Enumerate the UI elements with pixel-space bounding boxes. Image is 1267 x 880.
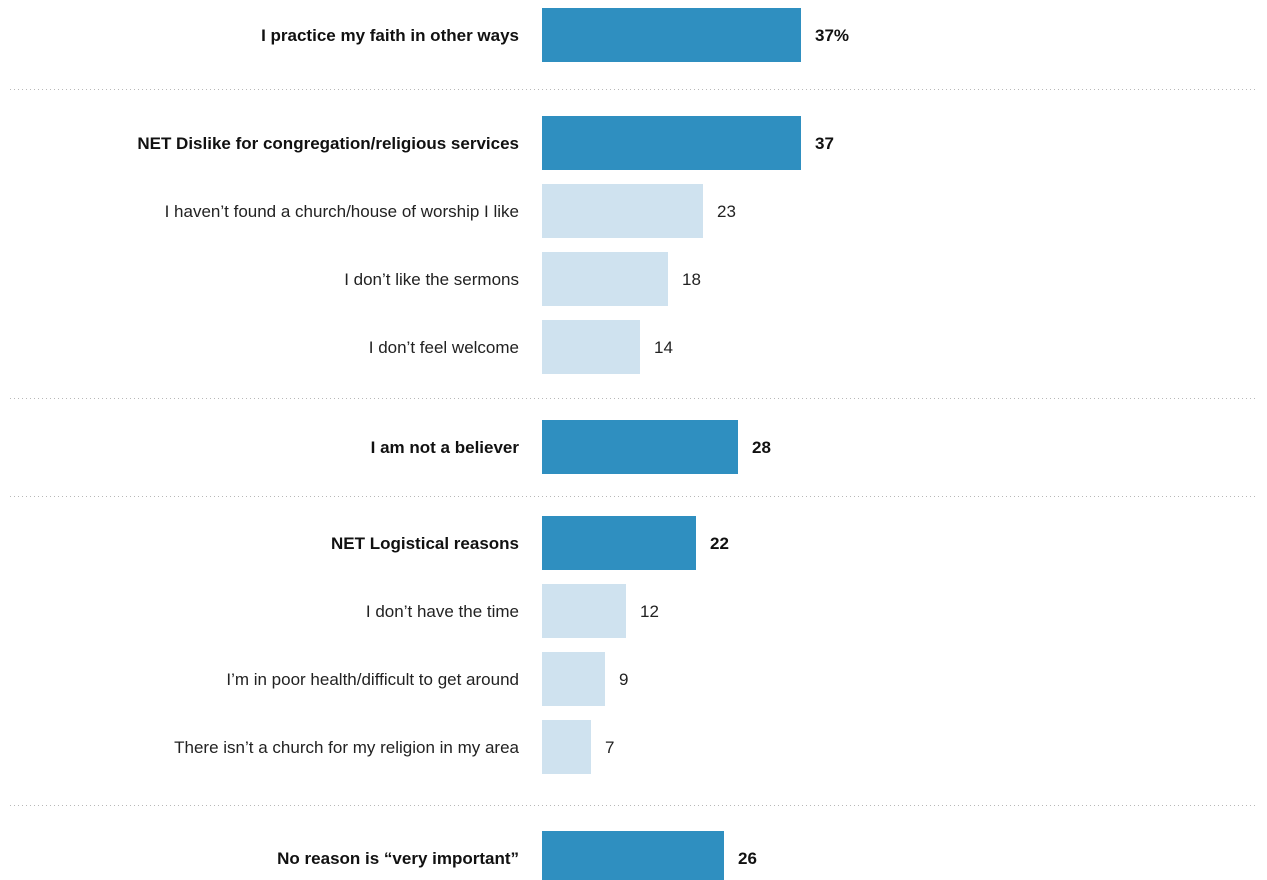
value-label: 12 bbox=[640, 602, 659, 621]
bar-row: I am not a believer 28 bbox=[371, 420, 771, 474]
bar-row: No reason is “very important” 26 bbox=[277, 831, 757, 880]
category-label: I haven’t found a church/house of worshi… bbox=[165, 202, 519, 221]
sub-bar bbox=[542, 652, 605, 706]
value-label: 14 bbox=[654, 338, 673, 357]
net-bar bbox=[542, 420, 738, 474]
sub-bar bbox=[542, 584, 626, 638]
category-label: NET Dislike for congregation/religious s… bbox=[137, 134, 519, 153]
value-label: 23 bbox=[717, 202, 736, 221]
bar-row: NET Logistical reasons 22 bbox=[331, 516, 729, 570]
category-label: I don’t feel welcome bbox=[369, 338, 519, 357]
value-label: 37% bbox=[815, 26, 849, 45]
value-label: 26 bbox=[738, 849, 757, 868]
category-label: I’m in poor health/difficult to get arou… bbox=[226, 670, 519, 689]
sub-bar bbox=[542, 320, 640, 374]
net-bar bbox=[542, 8, 801, 62]
value-label: 22 bbox=[710, 534, 729, 553]
category-label: There isn’t a church for my religion in … bbox=[174, 738, 519, 757]
bar-row: I haven’t found a church/house of worshi… bbox=[165, 184, 736, 238]
value-label: 7 bbox=[605, 738, 614, 757]
sub-bar bbox=[542, 252, 668, 306]
bar-row: I don’t feel welcome 14 bbox=[369, 320, 673, 374]
bar-row: I’m in poor health/difficult to get arou… bbox=[226, 652, 628, 706]
value-label: 18 bbox=[682, 270, 701, 289]
bar-row: There isn’t a church for my religion in … bbox=[174, 720, 614, 774]
bar-row: I don’t like the sermons 18 bbox=[344, 252, 701, 306]
sub-bar bbox=[542, 720, 591, 774]
category-label: I don’t have the time bbox=[366, 602, 519, 621]
category-label: No reason is “very important” bbox=[277, 849, 519, 868]
net-bar bbox=[542, 831, 724, 880]
category-label: I practice my faith in other ways bbox=[261, 26, 519, 45]
sub-bar bbox=[542, 184, 703, 238]
category-label: I am not a believer bbox=[371, 438, 520, 457]
category-label: I don’t like the sermons bbox=[344, 270, 519, 289]
value-label: 37 bbox=[815, 134, 834, 153]
category-label: NET Logistical reasons bbox=[331, 534, 519, 553]
net-bar bbox=[542, 516, 696, 570]
chart-rows: I practice my faith in other ways 37% NET … bbox=[137, 8, 849, 880]
bar-row: I practice my faith in other ways 37% bbox=[261, 8, 849, 62]
bar-row: I don’t have the time 12 bbox=[366, 584, 659, 638]
net-bar bbox=[542, 116, 801, 170]
value-label: 28 bbox=[752, 438, 771, 457]
bar-row: NET Dislike for congregation/religious s… bbox=[137, 116, 834, 170]
value-label: 9 bbox=[619, 670, 628, 689]
